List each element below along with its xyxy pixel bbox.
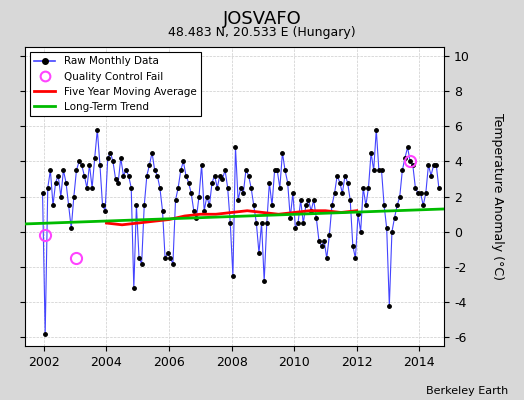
Text: JOSVAFO: JOSVAFO [223,10,301,28]
Y-axis label: Temperature Anomaly (°C): Temperature Anomaly (°C) [491,113,504,280]
Text: Berkeley Earth: Berkeley Earth [426,386,508,396]
Text: 48.483 N, 20.533 E (Hungary): 48.483 N, 20.533 E (Hungary) [168,26,356,39]
Legend: Raw Monthly Data, Quality Control Fail, Five Year Moving Average, Long-Term Tren: Raw Monthly Data, Quality Control Fail, … [30,52,201,116]
